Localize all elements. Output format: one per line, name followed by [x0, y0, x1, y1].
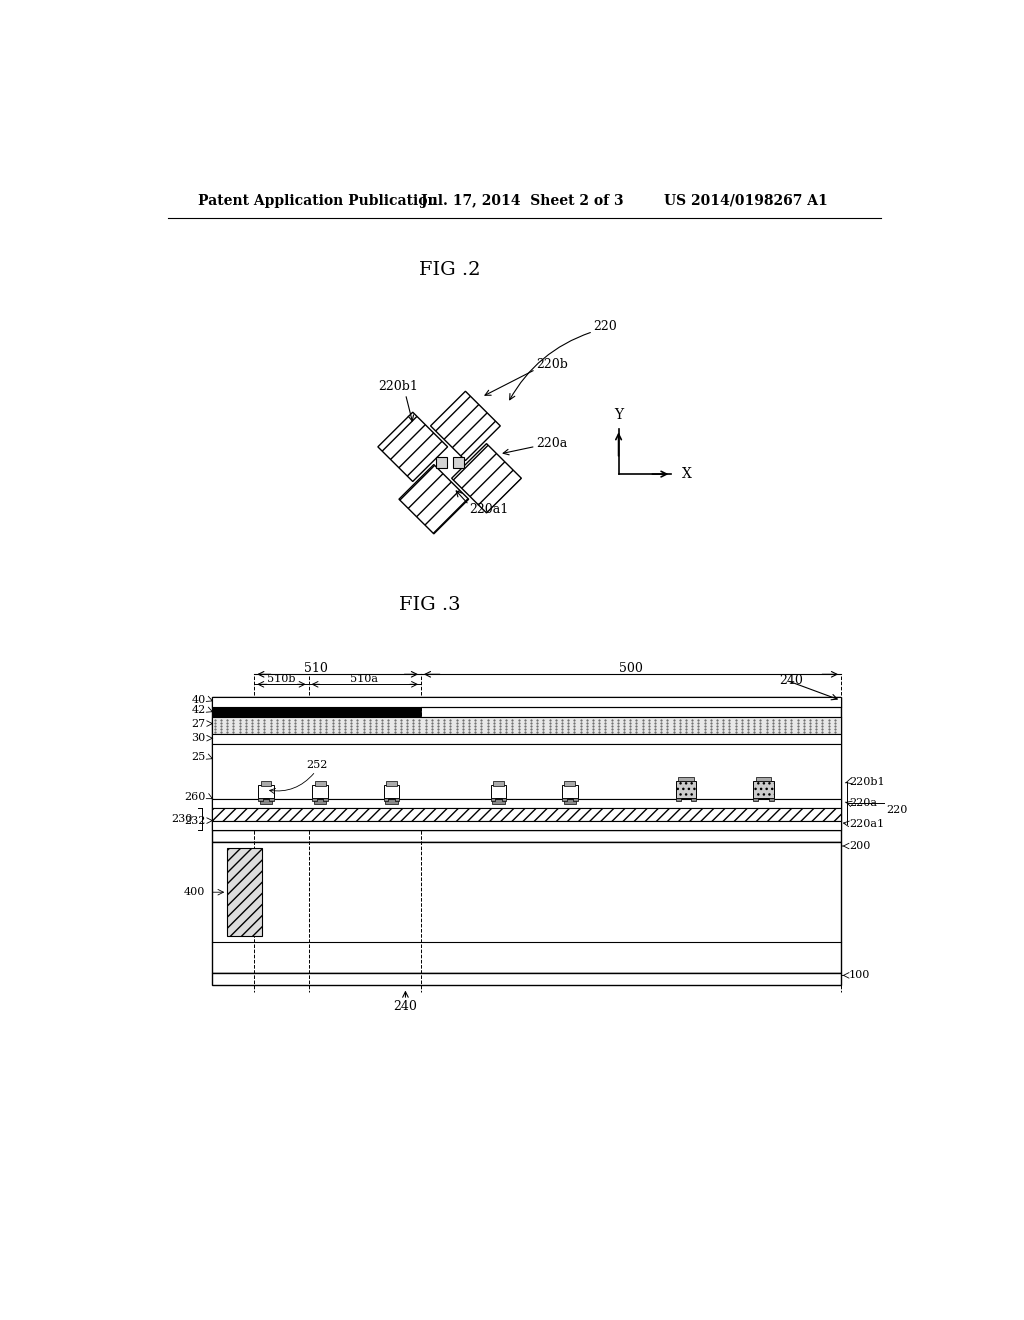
Bar [212, 842, 841, 973]
Bar [212, 821, 841, 830]
Bar [260, 799, 272, 804]
Text: US 2014/0198267 A1: US 2014/0198267 A1 [665, 194, 828, 207]
Bar [756, 776, 771, 781]
Text: 220a: 220a [849, 797, 877, 808]
Text: Jul. 17, 2014  Sheet 2 of 3: Jul. 17, 2014 Sheet 2 of 3 [421, 194, 624, 207]
Text: Patent Application Publication: Patent Application Publication [198, 194, 437, 207]
Bar [212, 830, 841, 842]
Bar [676, 797, 681, 801]
Text: 240: 240 [779, 675, 803, 686]
Bar [678, 776, 693, 781]
Bar [754, 797, 758, 801]
Text: 510b: 510b [267, 675, 296, 684]
Bar [258, 797, 263, 801]
Bar [676, 780, 696, 797]
Bar [453, 457, 464, 469]
Text: 220: 220 [593, 319, 616, 333]
Bar [572, 797, 578, 801]
Bar [502, 797, 506, 801]
Text: 230: 230 [171, 814, 193, 824]
Text: Y: Y [614, 408, 624, 422]
Bar [754, 780, 773, 797]
Bar [691, 797, 696, 801]
Bar [490, 797, 496, 801]
Text: 220a1: 220a1 [849, 818, 884, 829]
Bar [394, 797, 399, 801]
Bar [212, 697, 841, 706]
Text: 500: 500 [620, 663, 643, 676]
Bar [562, 785, 578, 797]
Bar [212, 697, 841, 830]
Text: 200: 200 [849, 841, 870, 851]
Text: 252: 252 [306, 760, 328, 770]
Polygon shape [430, 391, 501, 461]
Bar [258, 785, 273, 797]
Bar [563, 799, 575, 804]
Text: 510a: 510a [350, 675, 379, 684]
Bar [312, 797, 317, 801]
Bar [227, 849, 262, 936]
Polygon shape [452, 444, 521, 513]
Bar [314, 799, 327, 804]
Text: FIG .3: FIG .3 [399, 597, 461, 614]
Bar [212, 799, 841, 808]
Text: 220: 220 [886, 805, 907, 814]
Bar [386, 781, 397, 785]
Bar [269, 797, 273, 801]
Bar [385, 799, 397, 804]
Bar [212, 973, 841, 985]
Bar [384, 785, 399, 797]
Bar [564, 781, 575, 785]
Text: 220b1: 220b1 [378, 380, 418, 393]
Text: X: X [682, 467, 692, 480]
Bar [314, 781, 326, 785]
Bar [212, 734, 841, 743]
Bar [435, 457, 446, 469]
Text: 220a1: 220a1 [469, 503, 508, 516]
Text: 220b: 220b [537, 358, 568, 371]
Bar [384, 797, 388, 801]
Bar [212, 706, 421, 718]
Bar [324, 797, 328, 801]
Bar [493, 781, 504, 785]
Bar [769, 797, 773, 801]
Polygon shape [399, 465, 469, 533]
Text: 232: 232 [184, 816, 206, 825]
Text: 260: 260 [184, 792, 206, 803]
Bar [490, 785, 506, 797]
Text: 25: 25 [191, 752, 206, 763]
Bar [562, 797, 566, 801]
Text: 400: 400 [184, 887, 206, 898]
Text: 220a: 220a [537, 437, 567, 450]
Bar [493, 799, 505, 804]
Text: FIG .2: FIG .2 [419, 261, 480, 279]
Bar [312, 785, 328, 797]
Text: 510: 510 [304, 663, 329, 676]
Text: 27: 27 [191, 718, 206, 729]
Bar [212, 743, 841, 799]
Text: 220b1: 220b1 [849, 777, 885, 787]
Text: 30: 30 [191, 733, 206, 743]
Polygon shape [378, 412, 447, 482]
Bar [260, 781, 271, 785]
Bar [212, 718, 841, 734]
Text: 240: 240 [393, 999, 418, 1012]
Text: 42: 42 [191, 705, 206, 715]
Bar [212, 808, 841, 821]
Text: 100: 100 [849, 970, 870, 981]
Text: 40: 40 [191, 694, 206, 705]
